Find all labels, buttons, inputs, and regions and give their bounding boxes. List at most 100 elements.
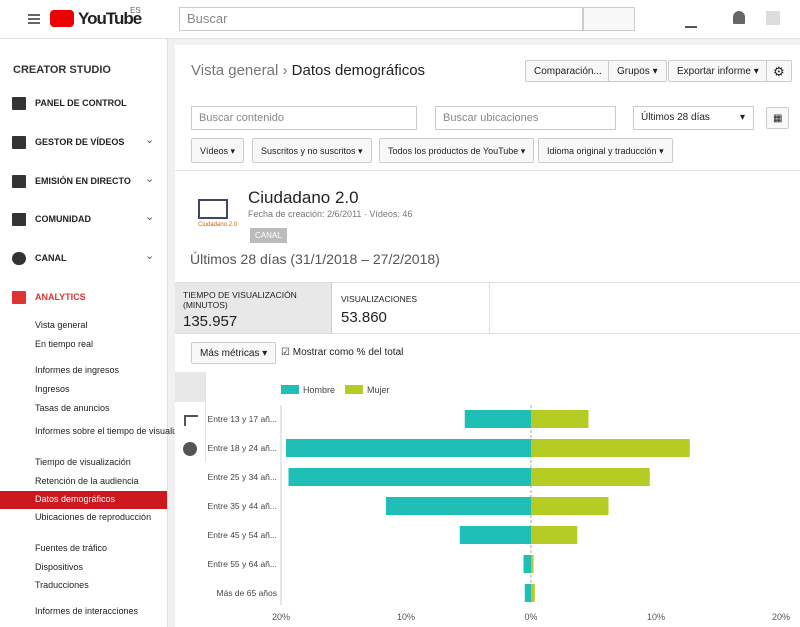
search[interactable]: Buscar xyxy=(179,7,583,31)
x-tick-label: 20% xyxy=(772,612,790,622)
selected-bg xyxy=(0,491,167,509)
metric-label: TIEMPO DE VISUALIZACIÓN (MINUTOS) xyxy=(183,290,297,310)
filter-dropdown[interactable]: Vídeos ▾ xyxy=(191,138,245,163)
section-icon xyxy=(12,175,26,188)
period-select[interactable]: Últimos 28 días ▾ xyxy=(633,106,754,130)
sidebar-item[interactable]: Ingresos xyxy=(35,384,70,394)
groups-button[interactable]: Grupos ▾ xyxy=(608,60,667,82)
category-label: Entre 18 y 24 añ... xyxy=(208,443,277,453)
sidebar-item[interactable]: En tiempo real xyxy=(35,339,94,349)
sidebar-item[interactable]: Vista general xyxy=(35,320,88,330)
groups-label: Grupos xyxy=(617,66,650,77)
sidebar-item[interactable]: Fuentes de tráfico xyxy=(35,543,108,553)
bar xyxy=(531,555,534,573)
sidebar-section[interactable]: ANALYTICS xyxy=(35,292,86,302)
metrics: TIEMPO DE VISUALIZACIÓN (MINUTOS) 135.95… xyxy=(175,282,800,334)
bar xyxy=(288,468,531,486)
search-button[interactable] xyxy=(583,7,635,31)
chevron[interactable]: ⌄ xyxy=(145,134,155,146)
breadcrumb-parent[interactable]: Vista general xyxy=(191,62,279,79)
channel-badge: CANAL xyxy=(250,228,287,243)
metric-card[interactable]: VISUALIZACIONES 53.860 xyxy=(332,283,490,333)
chevron[interactable]: ⌄ xyxy=(145,173,155,185)
view-tabs xyxy=(175,372,206,462)
section-icon xyxy=(12,136,26,149)
chevron[interactable]: ⌄ xyxy=(145,211,155,223)
filter-label: Idioma original y traducción xyxy=(547,146,657,156)
header: YouTube ES Buscar xyxy=(0,0,800,39)
metric-value: 135.957 xyxy=(183,313,238,330)
sidebar-title: CREATOR STUDIO xyxy=(13,64,111,76)
category-label: Entre 13 y 17 añ... xyxy=(208,414,277,424)
sidebar-item[interactable]: Informes de interacciones xyxy=(35,606,139,616)
settings-button[interactable]: ⚙ xyxy=(766,60,792,82)
sidebar-section[interactable]: CANAL xyxy=(35,253,67,263)
bar xyxy=(386,497,531,515)
bar xyxy=(531,526,578,544)
section-icon xyxy=(12,97,26,110)
metric-card[interactable]: TIEMPO DE VISUALIZACIÓN (MINUTOS) 135.95… xyxy=(175,283,332,333)
sidebar-item[interactable]: Retención de la audiencia xyxy=(35,476,139,486)
sidebar-section[interactable]: PANEL DE CONTROL xyxy=(35,98,127,108)
sidebar-item[interactable]: Datos demográficos xyxy=(35,494,116,504)
logo-icon xyxy=(50,10,74,27)
menu-icon[interactable] xyxy=(28,14,40,16)
legend-label: Mujer xyxy=(367,385,390,395)
sidebar-item[interactable]: Informes sobre el tiempo de visualizació… xyxy=(35,426,201,436)
filter-dropdown[interactable]: Suscritos y no suscritos ▾ xyxy=(252,138,372,163)
x-tick-label: 20% xyxy=(272,612,290,622)
channel-name[interactable]: Ciudadano 2.0 xyxy=(248,188,359,207)
filter-dropdown[interactable]: Todos los productos de YouTube ▾ xyxy=(379,138,535,163)
chevron[interactable]: ⌄ xyxy=(145,250,155,262)
legend-swatch xyxy=(345,385,363,394)
metric-label: VISUALIZACIONES xyxy=(341,294,418,304)
channel-meta: Fecha de creación: 2/6/2011 · Vídeos: 46 xyxy=(248,209,413,219)
breadcrumb: Vista general › Datos demográficos xyxy=(191,62,426,79)
legend-label: Hombre xyxy=(303,385,335,395)
search-locations[interactable]: Buscar ubicaciones xyxy=(435,106,616,130)
bar-tab[interactable] xyxy=(184,415,198,426)
breadcrumb-current: Datos demográficos xyxy=(291,62,426,79)
sidebar-section[interactable]: GESTOR DE VÍDEOS xyxy=(35,137,125,147)
sidebar-item[interactable]: Informes de ingresos xyxy=(35,365,120,375)
table-tab[interactable] xyxy=(175,372,205,402)
more-metrics-label: Más métricas xyxy=(200,348,260,359)
filter-dropdown[interactable]: Idioma original y traducción ▾ xyxy=(538,138,673,163)
bell-icon[interactable] xyxy=(733,11,745,24)
avatar[interactable] xyxy=(766,11,780,25)
category-label: Entre 45 y 54 añ... xyxy=(208,530,277,540)
sidebar-item[interactable]: Tiempo de visualización xyxy=(35,457,131,467)
filter-label: Suscritos y no suscritos xyxy=(261,146,356,156)
percent-checkbox[interactable]: ☑ Mostrar como % del total xyxy=(281,347,404,358)
bar xyxy=(531,584,535,602)
pie-tab[interactable] xyxy=(183,442,197,456)
sidebar-section[interactable]: EMISIÓN EN DIRECTO xyxy=(35,176,131,186)
sidebar-item[interactable]: Ubicaciones de reproducción xyxy=(35,512,152,522)
sidebar: CREATOR STUDIO PANEL DE CONTROL GESTOR DE… xyxy=(0,39,201,627)
category-label: Entre 35 y 44 añ... xyxy=(208,501,277,511)
filter-label: Vídeos xyxy=(200,146,229,156)
divider xyxy=(175,170,800,171)
category-label: Más de 65 años xyxy=(217,588,277,598)
more-metrics[interactable]: Más métricas ▾ xyxy=(191,342,277,364)
bar xyxy=(531,410,589,428)
period: Últimos 28 días xyxy=(641,112,710,123)
sidebar-item[interactable]: Dispositivos xyxy=(35,562,84,572)
sidebar-item[interactable]: Traducciones xyxy=(35,580,89,590)
x-tick-label: 10% xyxy=(397,612,415,622)
section-icon xyxy=(12,291,26,304)
channel-logo-text: Ciudadano 2.0 xyxy=(198,222,238,228)
bar xyxy=(524,584,531,602)
filter-label: Todos los productos de YouTube xyxy=(388,146,519,156)
calendar-button[interactable]: ▦ xyxy=(766,107,790,129)
date-range: Últimos 28 días (31/1/2018 – 27/2/2018) xyxy=(190,251,440,267)
search-content[interactable]: Buscar contenido xyxy=(191,106,417,130)
export-label: Exportar informe xyxy=(677,66,751,77)
x-tick-label: 10% xyxy=(647,612,665,622)
sidebar-section[interactable]: COMUNIDAD xyxy=(35,214,91,224)
upload-icon[interactable] xyxy=(685,12,697,28)
logo[interactable]: YouTube xyxy=(78,9,142,28)
sidebar-item[interactable]: Tasas de anuncios xyxy=(35,403,110,413)
